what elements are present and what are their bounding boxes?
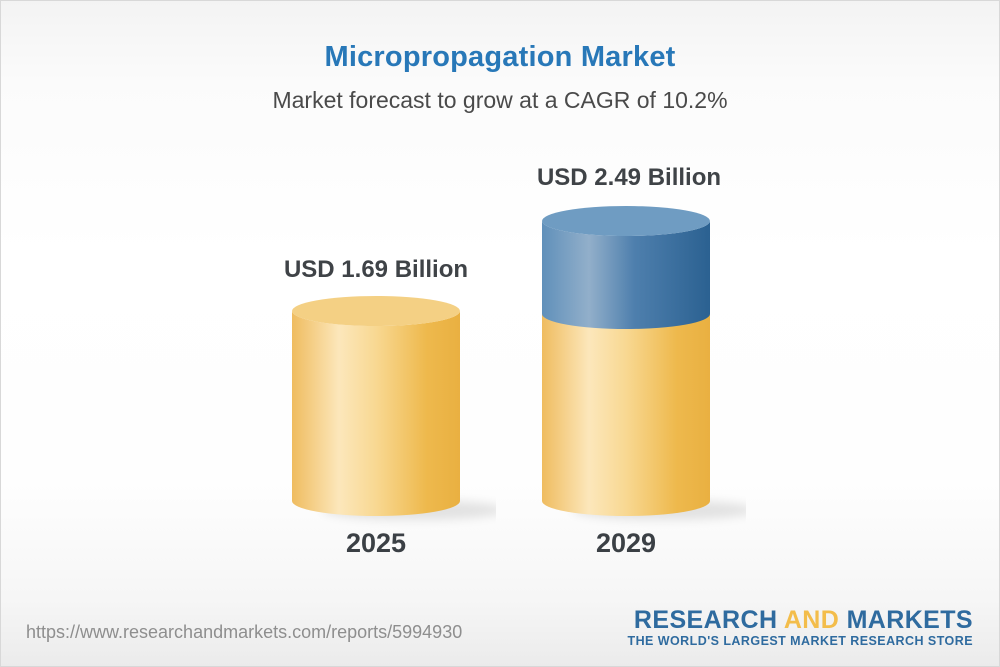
category-label-2025: 2025 <box>345 528 407 558</box>
logo-tagline: THE WORLD'S LARGEST MARKET RESEARCH STOR… <box>627 634 973 648</box>
researchandmarkets-logo: RESEARCH AND MARKETS THE WORLD'S LARGEST… <box>627 607 973 648</box>
page-subtitle: Market forecast to grow at a CAGR of 10.… <box>272 87 728 113</box>
cylinder-bar-2029 <box>542 206 746 520</box>
logo-word-research: RESEARCH <box>633 606 778 634</box>
logo-word-markets: MARKETS <box>846 606 973 634</box>
logo-wordmark: RESEARCH AND MARKETS <box>627 607 973 633</box>
bar-2029-top <box>542 206 710 236</box>
bar-2029-base-segment <box>542 314 710 516</box>
bar-2025-top <box>292 296 460 326</box>
cylinder-bar-2025 <box>292 296 496 520</box>
bar-2025-body <box>292 311 460 516</box>
category-label-2029: 2029 <box>595 528 657 558</box>
report-url: https://www.researchandmarkets.com/repor… <box>26 622 463 642</box>
bar-2029-growth-segment <box>542 221 710 329</box>
logo-word-and: AND <box>783 606 840 634</box>
page-title: Micropropagation Market <box>324 41 676 73</box>
value-label-2029: USD 2.49 Billion <box>536 164 722 191</box>
value-label-2025: USD 1.69 Billion <box>283 256 469 283</box>
